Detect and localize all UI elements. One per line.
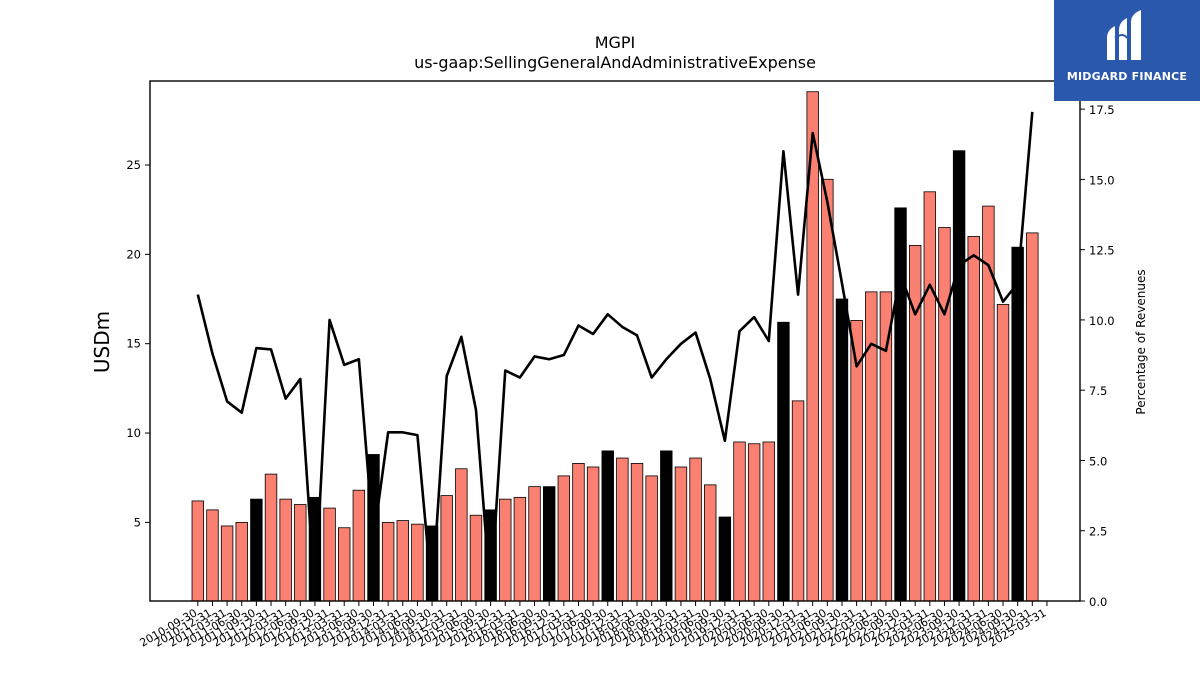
y-tick-label-25: 25: [126, 158, 141, 172]
bar-2019-03-31: [689, 457, 702, 602]
bar-2021-06-30: [821, 178, 834, 602]
bar-2024-06-30: [996, 303, 1010, 602]
bar-2016-03-31: [513, 496, 527, 602]
y-right-tick-label-2: 5.0: [1089, 454, 1107, 468]
y-right-tick-label-3: 7.5: [1089, 384, 1107, 398]
bar-2019-12-31: [733, 441, 746, 602]
bar-2017-03-31: [572, 463, 585, 602]
bar-2016-06-30: [528, 486, 541, 602]
bar-2010-12-31: [206, 509, 219, 602]
y-tick-label-20: 20: [126, 247, 141, 261]
bar-2019-09-30: [718, 516, 732, 602]
bar-2024-09-30: [1011, 246, 1024, 602]
bar-2014-12-31: [440, 495, 453, 602]
y-tick-label-15: 15: [126, 337, 141, 351]
bar-2018-09-30: [660, 450, 673, 602]
bar-2023-12-31: [967, 236, 980, 602]
chart-title: MGPI: [595, 33, 636, 52]
bar-2017-09-30: [601, 450, 614, 602]
bar-2012-12-31: [323, 507, 336, 602]
bar-2023-06-30: [938, 227, 951, 602]
bar-2022-06-30: [879, 291, 893, 602]
bar-2012-03-31: [279, 498, 292, 602]
bar-2022-09-30: [894, 207, 907, 602]
y-right-tick-label-6: 15.0: [1089, 173, 1115, 187]
y-right-tick-label-1: 2.5: [1089, 525, 1107, 539]
bar-2017-12-31: [616, 457, 629, 602]
bar-2023-09-30: [952, 150, 966, 602]
bar-2012-06-30: [294, 504, 307, 602]
bar-2011-06-30: [235, 521, 248, 602]
bars-layer: [191, 91, 1039, 602]
bar-2013-03-31: [338, 527, 351, 602]
bar-2018-03-31: [630, 463, 644, 602]
y-right-tick-label-5: 12.5: [1089, 244, 1115, 258]
y-right-tick-label-4: 10.0: [1089, 314, 1115, 328]
bar-2014-06-30: [411, 523, 424, 602]
bar-2020-06-30: [762, 441, 775, 602]
bar-2018-12-31: [674, 466, 688, 602]
logo-text: MIDGARD FINANCE: [1066, 70, 1188, 83]
y-axis-label-left: USDm: [90, 311, 114, 373]
bar-2023-03-31: [923, 191, 937, 602]
bar-2016-12-31: [557, 475, 571, 602]
y-axis-right: 0.0 2.5 5.0 7.5 10.0 12.5 15.0 17.5: [1080, 103, 1115, 609]
bar-2014-03-31: [396, 520, 409, 602]
bar-2015-03-31: [455, 468, 468, 602]
bar-2011-09-30: [250, 498, 263, 602]
bar-2013-12-31: [381, 521, 395, 602]
bar-2019-06-30: [704, 484, 717, 602]
y-axis-left: 5 10 15 20 25: [126, 158, 150, 529]
bar-2011-12-31: [264, 473, 278, 602]
bar-2020-12-31: [791, 400, 805, 602]
bar-2015-06-30: [469, 514, 483, 602]
bar-2022-03-31: [865, 291, 878, 602]
bar-2011-03-31: [220, 525, 234, 602]
bar-2017-06-30: [586, 466, 600, 602]
line-layer: [196, 111, 1034, 597]
plot-frame: [149, 80, 1081, 602]
logo-mark-icon: [1107, 10, 1141, 60]
x-axis: 2010-09-302010-12-312011-03-312011-06-30…: [137, 601, 1048, 650]
y-tick-label-5: 5: [134, 515, 141, 529]
brand-logo: MIDGARD FINANCE: [1054, 0, 1200, 101]
bar-2013-06-30: [352, 489, 366, 602]
percentage-line: [196, 111, 1034, 597]
bar-2020-09-30: [777, 321, 790, 602]
bar-2021-09-30: [835, 298, 849, 602]
y-tick-label-10: 10: [126, 426, 141, 440]
bar-2016-09-30: [542, 486, 556, 602]
bar-2022-12-31: [908, 244, 922, 602]
bar-2010-09-30: [191, 500, 205, 602]
y-right-tick-label-0: 0.0: [1089, 595, 1107, 609]
y-axis-label-right: Percentage of Revenues: [1134, 269, 1148, 414]
y-right-tick-label-7: 17.5: [1089, 103, 1115, 117]
bar-2024-12-31: [1026, 232, 1039, 602]
bar-2015-12-31: [499, 498, 512, 602]
bar-2018-06-30: [645, 475, 658, 602]
bar-2020-03-31: [747, 443, 761, 602]
chart-subtitle: us-gaap:SellingGeneralAndAdministrativeE…: [414, 53, 816, 72]
